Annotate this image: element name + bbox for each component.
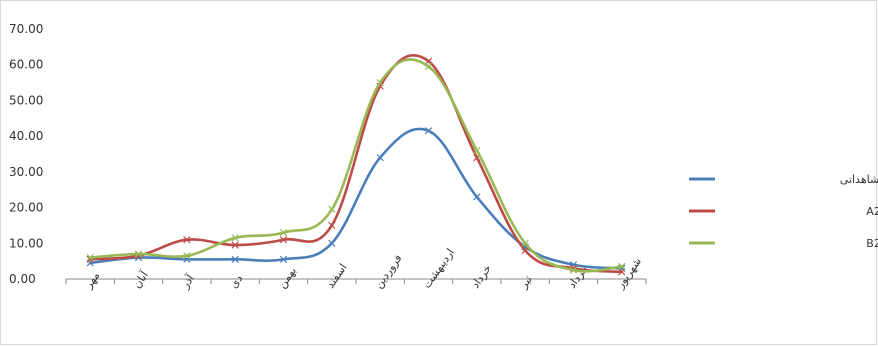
marker-stroke <box>134 250 143 258</box>
data-point-marker <box>231 241 239 249</box>
y-tick-label: 30.00 <box>9 165 43 179</box>
x-tick-label: بهمن <box>275 265 299 291</box>
data-point-marker <box>473 193 481 201</box>
marker-stroke <box>279 236 288 244</box>
marker-stroke <box>183 236 191 244</box>
marker-stroke <box>376 78 384 87</box>
x-tick-label: آذر <box>177 271 197 291</box>
y-tick-label: 70.00 <box>9 22 43 36</box>
data-point-marker <box>328 205 336 213</box>
marker-stroke <box>473 193 481 201</box>
x-axis-tickmarks <box>65 279 647 284</box>
marker-stroke <box>231 234 239 242</box>
data-point-marker <box>328 239 336 247</box>
legend-item: میانگین رواناب مشاهداتی <box>689 173 878 186</box>
data-point-marker <box>521 246 529 255</box>
marker-stroke <box>231 241 239 249</box>
y-tick-label: 60.00 <box>9 58 43 72</box>
legend: میانگین رواناب مشاهداتی میانگین رواناب تح… <box>689 173 878 250</box>
marker-stroke <box>521 246 529 255</box>
marker-stroke <box>618 268 626 276</box>
x-tick-label: اسفند <box>324 261 350 291</box>
data-point-marker <box>569 266 578 274</box>
series-3 <box>86 58 626 274</box>
legend-item: میانگین رواناب تحت سناریو B2 <box>689 237 878 250</box>
marker-stroke <box>86 253 94 262</box>
x-tick-label: تیر <box>516 273 534 291</box>
data-point-marker <box>618 268 626 276</box>
marker-stroke <box>473 146 481 155</box>
marker-stroke <box>279 228 288 237</box>
data-point-marker <box>473 146 481 155</box>
y-tick-label: 20.00 <box>9 201 43 215</box>
series-layer <box>86 54 626 276</box>
marker-stroke <box>328 239 336 247</box>
data-point-marker <box>231 255 239 263</box>
y-axis-ticks: 0.00 10.00 20.00 30.00 40.00 50.00 60.00 70.00 <box>9 22 43 286</box>
data-point-marker <box>424 127 433 135</box>
series-line <box>88 54 624 274</box>
marker-stroke <box>231 255 239 263</box>
data-point-marker <box>424 57 433 65</box>
marker-stroke <box>424 62 433 71</box>
data-point-marker <box>183 252 191 260</box>
x-tick-label: مهر <box>81 269 102 291</box>
marker-stroke <box>569 266 578 274</box>
x-tick-label: اردیبهشت <box>420 246 457 291</box>
y-tick-label: 40.00 <box>9 129 43 143</box>
data-point-marker <box>618 262 626 271</box>
data-point-marker <box>279 236 288 244</box>
x-tick-label: فروردین <box>372 252 405 291</box>
x-axis-labels: مهر آبان آذر دی بهمن اسفند فروردین اردیبهشت خردا… <box>81 246 644 291</box>
marker-stroke <box>424 127 433 135</box>
legend-label: میانگین رواناب مشاهداتی <box>840 173 878 186</box>
data-point-marker <box>521 239 529 247</box>
series-2 <box>86 54 626 276</box>
marker-stroke <box>328 221 336 230</box>
marker-stroke <box>183 252 191 260</box>
data-point-marker <box>183 236 191 244</box>
marker-stroke <box>279 255 288 263</box>
data-point-marker <box>279 255 288 263</box>
y-tick-label: 10.00 <box>9 236 43 250</box>
data-point-marker <box>376 78 384 87</box>
x-tick-label: آبان <box>129 268 151 291</box>
legend-item: میانگین رواناب تحت سناریو A2 <box>689 205 878 218</box>
legend-label: میانگین رواناب تحت سناریو A2 <box>866 205 878 218</box>
data-point-marker <box>328 221 336 230</box>
x-tick-label: خرداد <box>469 262 494 291</box>
data-point-marker <box>134 250 143 258</box>
legend-label: میانگین رواناب تحت سناریو B2 <box>866 237 878 250</box>
marker-stroke <box>521 239 529 247</box>
y-tick-label: 0.00 <box>9 272 36 286</box>
x-tick-label: شهریور <box>613 255 644 291</box>
data-point-marker <box>86 253 94 262</box>
data-point-marker <box>424 62 433 71</box>
marker-stroke <box>376 153 384 162</box>
marker-stroke <box>618 262 626 271</box>
data-point-marker <box>231 234 239 242</box>
x-tick-label: دی <box>227 272 245 291</box>
data-point-marker <box>279 228 288 237</box>
data-point-marker <box>376 153 384 162</box>
y-tick-label: 50.00 <box>9 93 43 107</box>
marker-stroke <box>328 205 336 213</box>
series-line <box>88 58 624 273</box>
marker-stroke <box>424 57 433 65</box>
